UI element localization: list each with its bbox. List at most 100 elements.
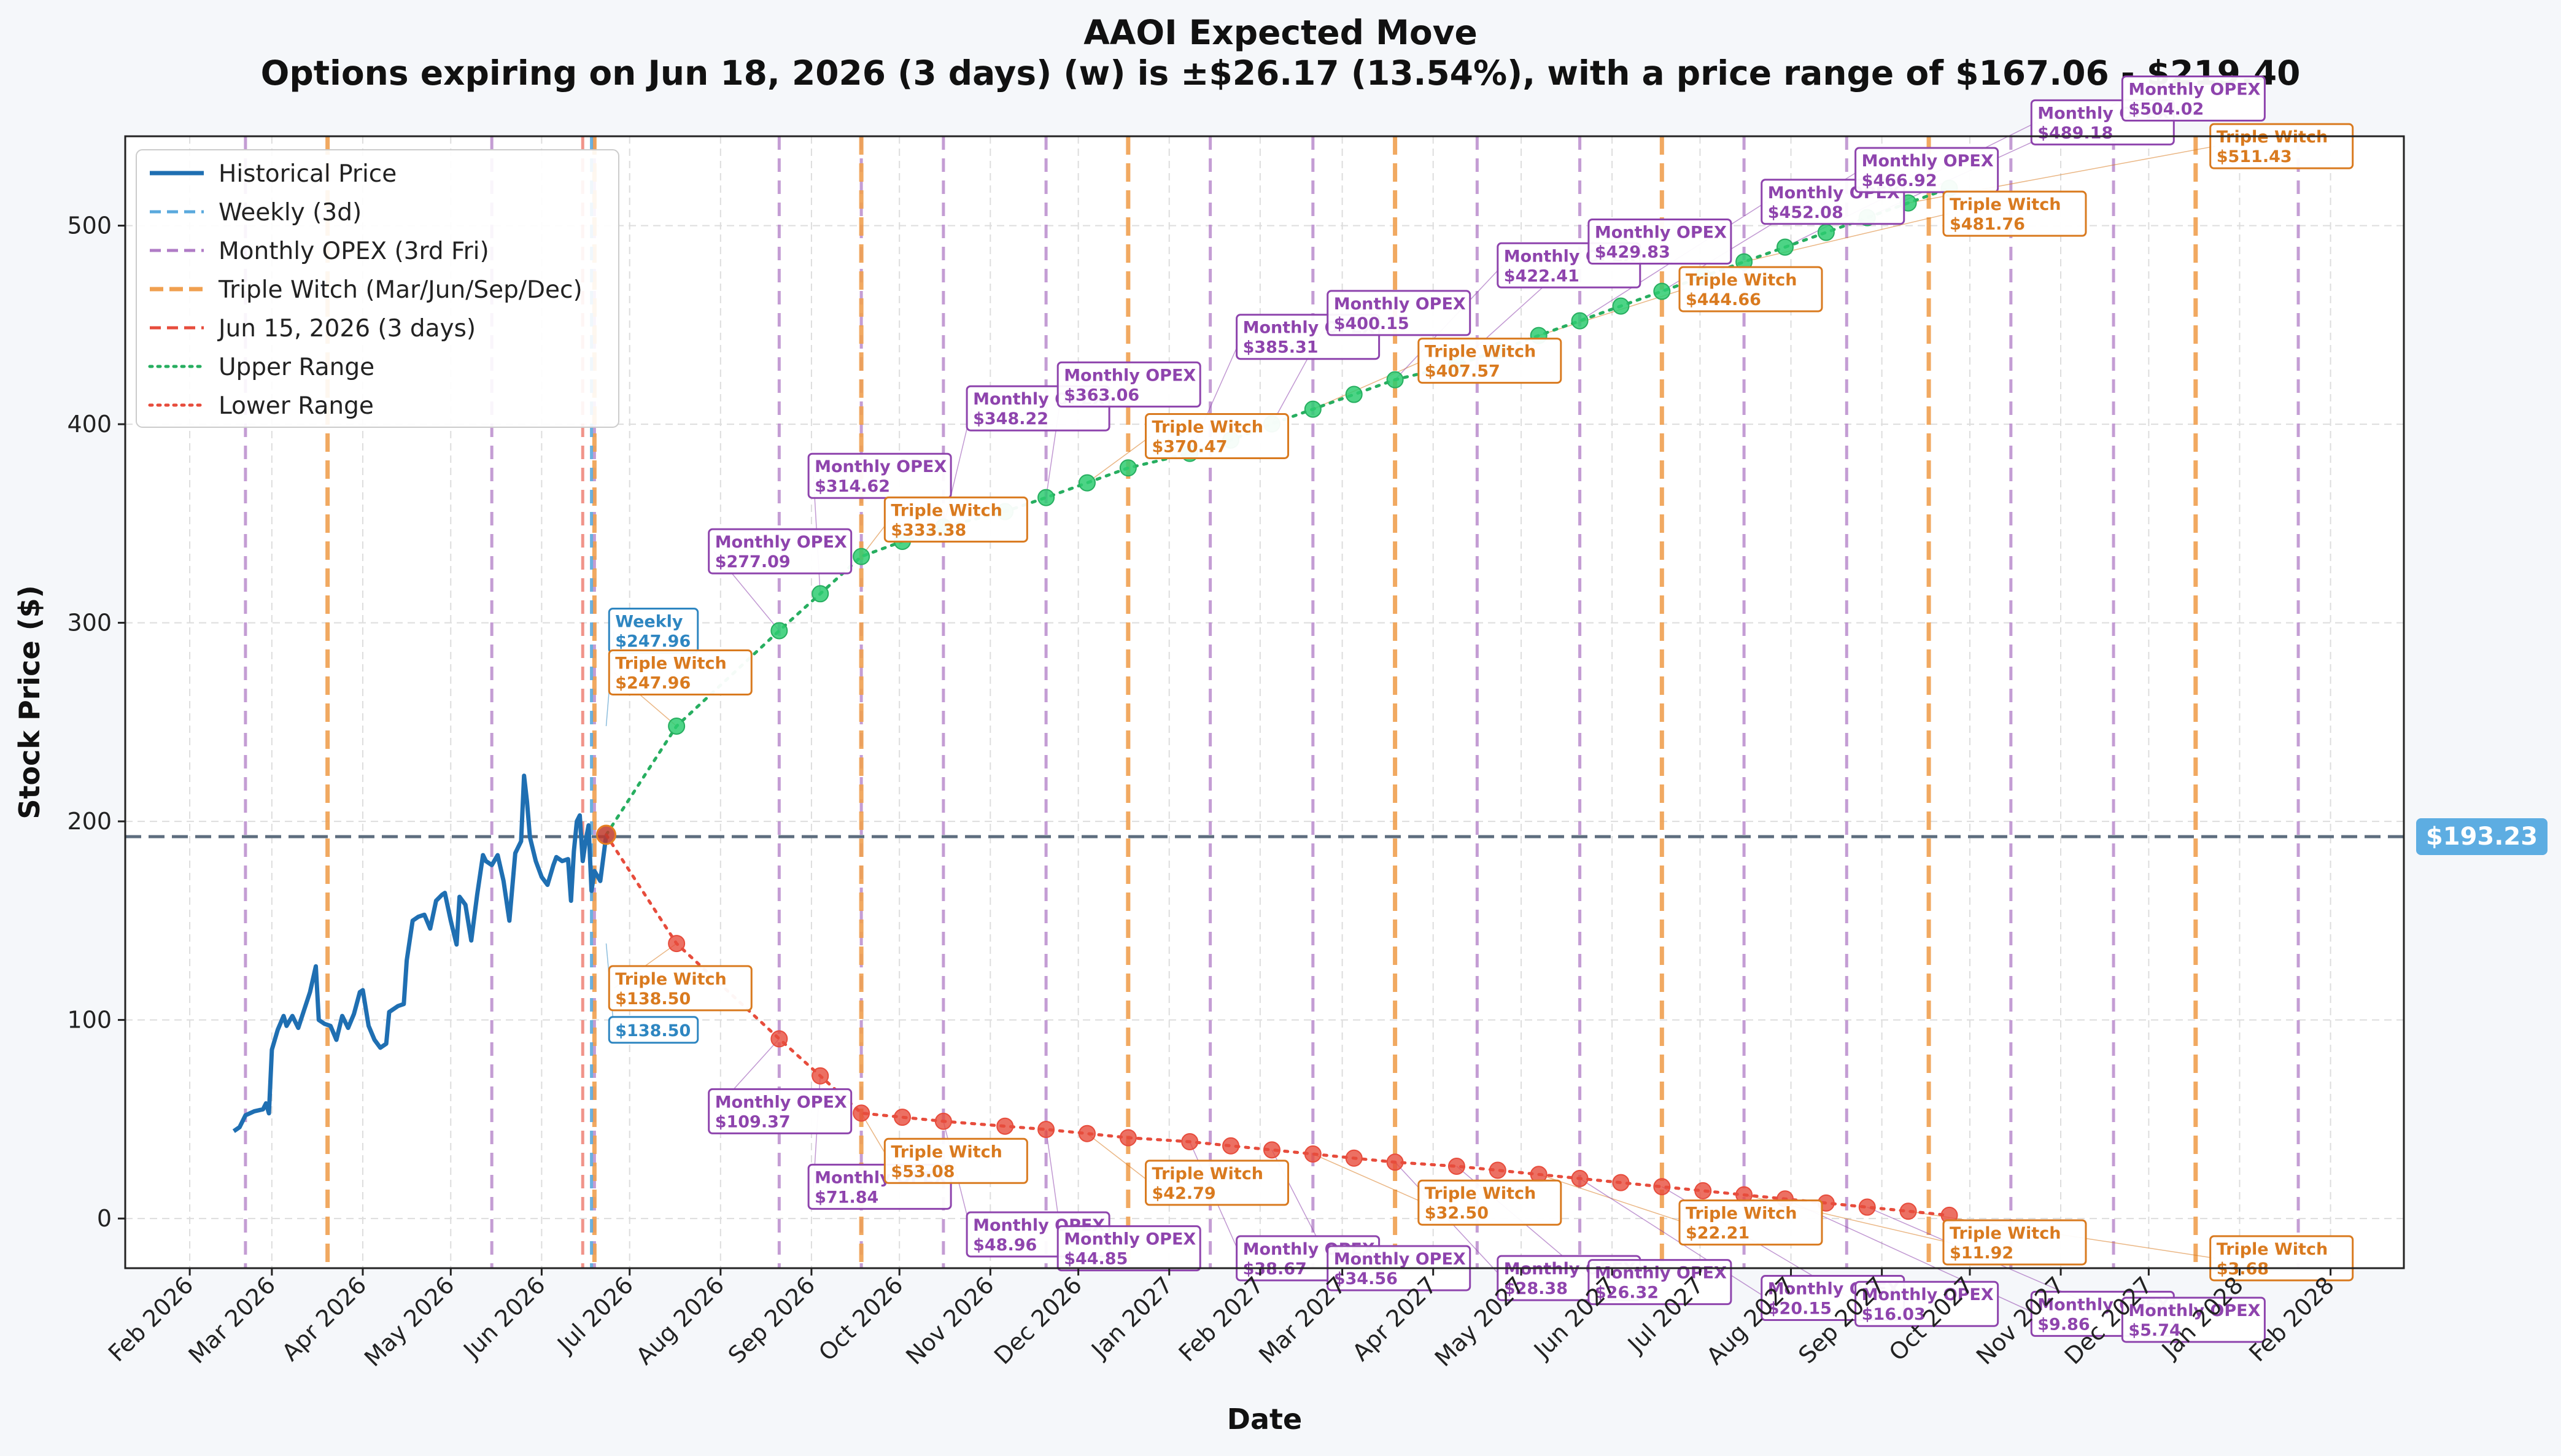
annotation-triple: Triple Witch$53.08 (883, 1137, 1028, 1184)
annotation-value: $422.41 (1504, 266, 1579, 285)
annotation-leader (1312, 1153, 1424, 1203)
annotation-weekly: Weekly$247.96 (608, 608, 699, 654)
annotation-title: Triple Witch (891, 1142, 1002, 1161)
upper-range-point (668, 717, 686, 735)
annotation-title: Monthly OPEX (1862, 152, 1994, 171)
legend-label: Jun 15, 2026 (3 days) (217, 315, 476, 343)
annotation-box (1145, 412, 1290, 459)
annotation-box (2121, 1296, 2266, 1343)
annotation-value: $20.15 (1768, 1299, 1832, 1319)
annotation-title: Triple Witch (1686, 1204, 1797, 1223)
annotation-box (2209, 123, 2354, 169)
annotation-value: $429.83 (1595, 242, 1670, 261)
annotation-title: Triple Witch (891, 501, 1002, 520)
annotation-value: $28.38 (1504, 1279, 1568, 1298)
annotation-box (2209, 1235, 2354, 1282)
annotation-value: $400.15 (1334, 314, 1409, 333)
annotation-value: $34.56 (1334, 1269, 1398, 1288)
annotation-value: $5.74 (2128, 1321, 2180, 1340)
annotation-title: Monthly OPEX (1334, 1250, 1466, 1269)
chart-title: AAOI Expected Move (1083, 13, 1478, 52)
annotation-monthly: Monthly OPEX$429.83 (1587, 218, 1732, 265)
lower-range-point (1119, 1129, 1137, 1147)
lower-range-point (1447, 1157, 1465, 1175)
y-tick-label: 0 (97, 1205, 112, 1232)
annotation-box (708, 1088, 853, 1134)
annotation-title: Monthly OPEX (2128, 80, 2260, 99)
annotation-value: $138.50 (615, 1021, 691, 1040)
annotation-title: Monthly OPEX (1595, 1264, 1727, 1283)
annotation-leader (1743, 213, 1949, 263)
lower-range-point (1899, 1202, 1917, 1220)
current-price-badge-label: $193.23 (2426, 823, 2538, 851)
annotation-title: Triple Witch (615, 970, 727, 989)
lower-range-point (1386, 1153, 1404, 1171)
lower-range-point (1571, 1169, 1589, 1187)
annotation-value: $481.76 (1950, 215, 2025, 234)
annotation-box (1854, 1280, 1999, 1327)
legend-label: Triple Witch (Mar/Jun/Sep/Dec) (218, 276, 583, 304)
annotation-box (1678, 1199, 1823, 1246)
current-price-badge: $193.23 (2416, 818, 2547, 855)
legend-label: Weekly (3d) (219, 199, 362, 227)
upper-range-point (1304, 400, 1322, 418)
annotation-triple: Triple Witch$32.50 (1417, 1179, 1562, 1226)
annotation-monthly: Monthly OPEX$400.15 (1327, 290, 1471, 336)
lower-range-point (1612, 1174, 1630, 1191)
x-axis-title: Date (1227, 1403, 1302, 1436)
annotation-box (807, 452, 952, 499)
annotation-triple: Triple Witch$42.79 (1145, 1160, 1290, 1206)
annotation-value: $489.18 (2037, 123, 2113, 142)
lower-range-point (1078, 1125, 1096, 1142)
annotation-title: Triple Witch (1950, 1224, 2061, 1243)
lower-range-point (668, 935, 686, 953)
annotation-title: Monthly OPEX (1862, 1285, 1994, 1304)
annotation-title: Monthly OPEX (715, 533, 847, 552)
annotation-monthly: Monthly OPEX$26.32 (1587, 1259, 1732, 1306)
annotation-triple: Triple Witch$511.43 (2209, 123, 2354, 169)
annotation-triple: Triple Witch$247.96 (608, 649, 753, 695)
annotation-monthly: Monthly OPEX$504.02 (2121, 76, 2266, 122)
annotation-value: $277.09 (715, 552, 791, 571)
annotation-box (1056, 361, 1201, 408)
legend-label: Lower Range (219, 392, 374, 420)
lower-range-point (1304, 1145, 1322, 1163)
annotation-triple: Triple Witch$22.21 (1678, 1199, 1823, 1246)
historical-price-line (232, 773, 608, 1133)
annotation-value: $370.47 (1152, 437, 1228, 456)
annotation-monthly: Monthly OPEX$466.92 (1854, 147, 1999, 193)
lower-range-point (1263, 1141, 1280, 1159)
y-tick-label: 300 (67, 610, 112, 637)
annotation-triple: Triple Witch$333.38 (883, 496, 1028, 543)
y-tick-label: 400 (67, 411, 112, 438)
legend-frame (136, 149, 619, 428)
annotation-monthly: Monthly OPEX$314.62 (807, 452, 952, 499)
annotation-box (1145, 1160, 1290, 1206)
annotation-title: Weekly (615, 613, 683, 632)
annotation-title: Monthly OPEX (1064, 1230, 1196, 1249)
current-price-point (595, 824, 616, 845)
annotation-value: $32.50 (1425, 1204, 1489, 1223)
annotation-value: $247.96 (615, 632, 691, 651)
annotation-value: $452.08 (1768, 203, 1843, 222)
annotation-value: $44.85 (1064, 1250, 1128, 1269)
annotation-leader (1087, 435, 1151, 484)
upper-range-point (770, 622, 788, 640)
lower-range-point (1694, 1182, 1712, 1199)
annotation-title: Monthly OPEX (1064, 366, 1196, 385)
series-layer (232, 179, 1958, 1224)
lower-range-point (1037, 1121, 1055, 1139)
annotation-box (1678, 266, 1823, 312)
annotation-value: $511.43 (2217, 147, 2292, 166)
annotation-monthly: Monthly OPEX$44.85 (1056, 1225, 1201, 1272)
lower-range-point (893, 1109, 911, 1126)
annotation-box (1587, 1259, 1732, 1306)
upper-range-point (1653, 282, 1671, 300)
y-tick-label: 200 (67, 808, 112, 835)
annotation-title: Triple Witch (1152, 417, 1264, 436)
lower-range-point (934, 1112, 952, 1130)
annotation-value: $26.32 (1595, 1284, 1659, 1303)
annotation-leader (1087, 1133, 1151, 1183)
